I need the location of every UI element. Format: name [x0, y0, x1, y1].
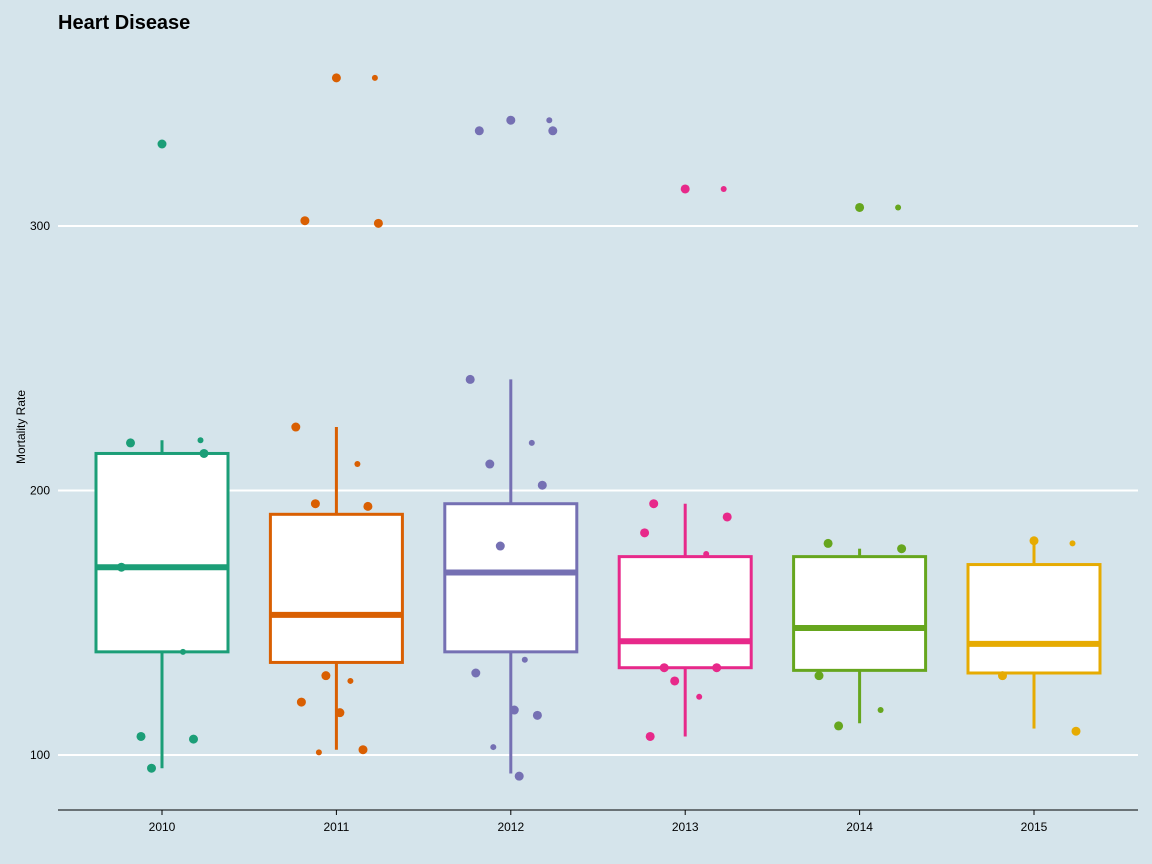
data-point — [521, 656, 528, 663]
data-point — [126, 438, 135, 448]
data-point — [514, 771, 524, 781]
data-point — [354, 461, 361, 468]
data-point — [703, 550, 710, 557]
data-point — [490, 744, 497, 751]
data-point — [157, 139, 167, 149]
data-point — [897, 544, 907, 554]
data-point — [373, 218, 383, 228]
data-point — [347, 677, 354, 684]
data-point — [712, 663, 722, 673]
data-point — [331, 73, 341, 83]
data-point — [136, 731, 146, 741]
data-point — [495, 541, 505, 551]
x-tick-label: 2013 — [672, 820, 699, 834]
data-point — [670, 676, 680, 686]
data-point — [877, 707, 884, 714]
box-2014 — [792, 555, 928, 672]
data-point — [485, 459, 495, 469]
data-point — [834, 721, 844, 731]
data-point — [509, 705, 519, 715]
y-tick-label: 200 — [30, 484, 50, 498]
box-2011 — [268, 512, 404, 664]
data-point — [823, 538, 833, 548]
data-point — [197, 437, 204, 444]
data-point — [199, 448, 209, 458]
data-point — [474, 126, 484, 136]
box-2010 — [94, 451, 230, 654]
data-point — [300, 216, 310, 226]
data-point — [895, 204, 902, 211]
y-tick-label: 300 — [30, 219, 50, 233]
data-point — [528, 439, 535, 446]
data-point — [532, 710, 542, 720]
data-point — [1029, 536, 1039, 546]
x-tick-label: 2014 — [846, 820, 873, 834]
data-point — [659, 663, 669, 673]
data-point — [645, 731, 655, 741]
data-point — [315, 749, 322, 756]
data-point — [696, 693, 703, 700]
data-point — [506, 115, 516, 125]
data-point — [291, 422, 301, 432]
x-tick-label: 2012 — [497, 820, 524, 834]
data-point — [116, 562, 126, 572]
chart-title: Heart Disease — [58, 12, 191, 34]
data-point — [335, 708, 345, 718]
data-point — [371, 74, 378, 81]
data-point — [363, 501, 373, 511]
x-tick-label: 2010 — [149, 820, 176, 834]
data-point — [1069, 540, 1076, 547]
data-point — [722, 512, 732, 522]
data-point — [189, 734, 198, 744]
x-tick-label: 2011 — [323, 820, 349, 834]
data-point — [180, 648, 186, 655]
y-tick-label: 100 — [30, 748, 50, 762]
data-point — [548, 126, 558, 136]
data-point — [814, 671, 824, 681]
data-point — [310, 499, 320, 509]
data-point — [147, 763, 156, 773]
data-point — [855, 202, 865, 212]
data-point — [296, 697, 306, 707]
data-point — [1071, 726, 1081, 736]
data-point — [680, 184, 690, 194]
box-2015 — [966, 563, 1102, 675]
data-point — [321, 671, 331, 681]
box-2012 — [443, 502, 579, 654]
data-point — [546, 117, 553, 124]
data-point — [640, 528, 650, 538]
data-point — [720, 185, 727, 192]
data-point — [537, 480, 547, 490]
data-point — [649, 499, 659, 509]
data-point — [998, 671, 1007, 681]
box-2013 — [617, 555, 753, 670]
data-point — [465, 374, 475, 384]
data-point — [358, 745, 368, 755]
x-tick-label: 2015 — [1021, 820, 1048, 834]
data-point — [471, 668, 481, 678]
